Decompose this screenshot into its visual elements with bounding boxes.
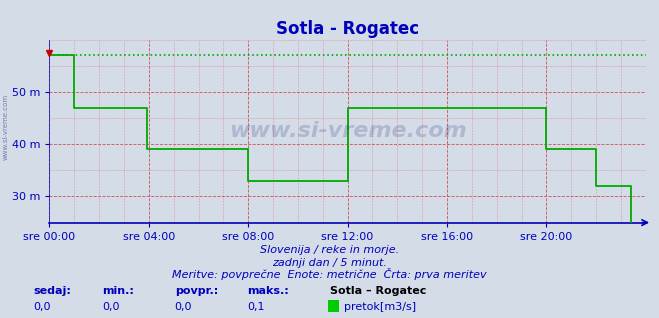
Text: Slovenija / reke in morje.: Slovenija / reke in morje.	[260, 245, 399, 255]
Text: zadnji dan / 5 minut.: zadnji dan / 5 minut.	[272, 258, 387, 267]
Text: maks.:: maks.:	[247, 286, 289, 296]
Text: www.si-vreme.com: www.si-vreme.com	[2, 94, 9, 160]
Text: www.si-vreme.com: www.si-vreme.com	[229, 121, 467, 141]
Text: 0,0: 0,0	[175, 302, 192, 312]
Text: pretok[m3/s]: pretok[m3/s]	[344, 302, 416, 312]
Text: min.:: min.:	[102, 286, 134, 296]
Text: sedaj:: sedaj:	[33, 286, 71, 296]
Text: Sotla – Rogatec: Sotla – Rogatec	[330, 286, 426, 296]
Text: povpr.:: povpr.:	[175, 286, 218, 296]
Text: 0,1: 0,1	[247, 302, 265, 312]
Title: Sotla - Rogatec: Sotla - Rogatec	[276, 20, 419, 38]
Text: 0,0: 0,0	[33, 302, 51, 312]
Text: Meritve: povprečne  Enote: metrične  Črta: prva meritev: Meritve: povprečne Enote: metrične Črta:…	[172, 268, 487, 280]
Text: 0,0: 0,0	[102, 302, 120, 312]
